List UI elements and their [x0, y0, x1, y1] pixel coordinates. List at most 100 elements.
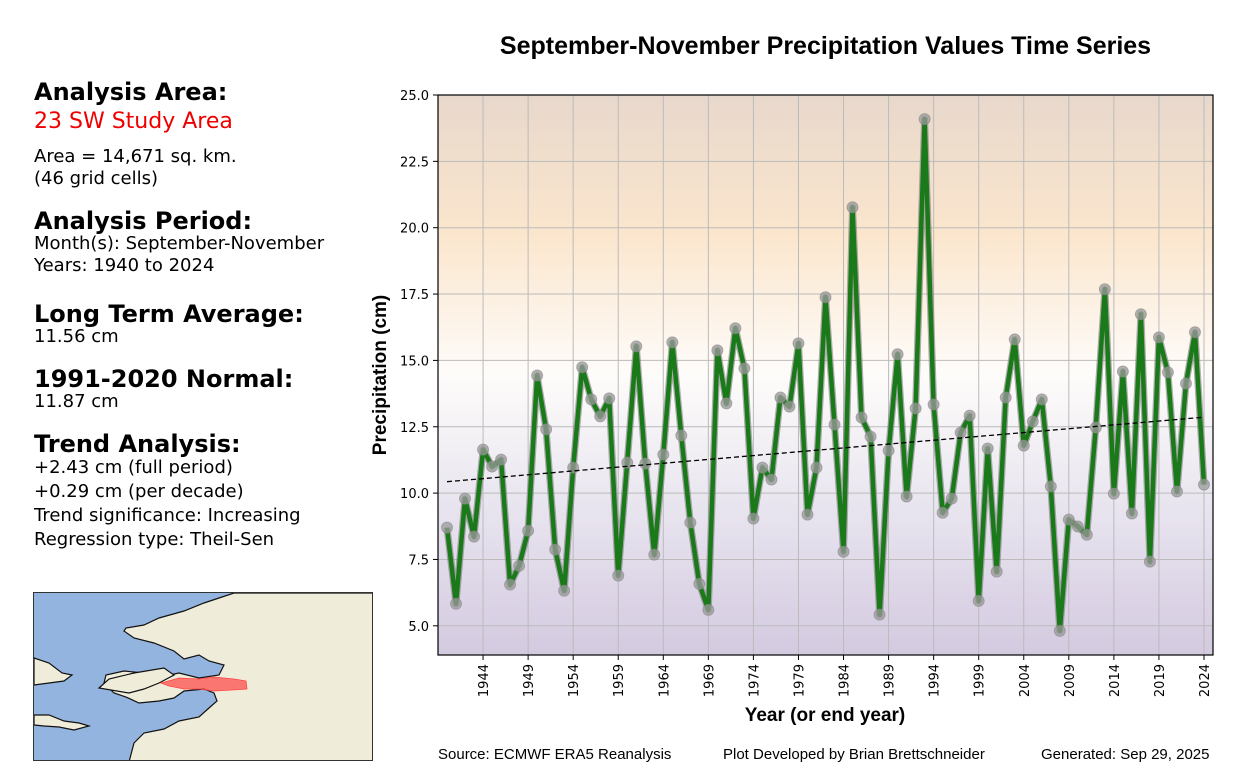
data-point	[1080, 528, 1093, 541]
data-point	[1125, 507, 1138, 520]
y-tick-label: 20.0	[400, 222, 429, 237]
data-point	[666, 336, 679, 349]
x-tick-label: 2009	[1063, 664, 1078, 697]
data-point	[729, 322, 742, 335]
data-point	[837, 545, 850, 558]
area-heading: Analysis Area:	[34, 78, 228, 106]
normal-heading: 1991-2020 Normal:	[34, 365, 294, 393]
x-tick-label: 2014	[1108, 664, 1123, 697]
period-heading: Analysis Period:	[34, 207, 253, 235]
data-point	[747, 512, 760, 525]
data-point	[504, 578, 517, 591]
study-area-highlight	[159, 676, 248, 692]
data-point	[477, 443, 490, 456]
data-point	[756, 461, 769, 474]
data-point	[1179, 377, 1192, 390]
data-point	[513, 559, 526, 572]
data-point	[738, 362, 751, 375]
x-tick-label: 1969	[702, 664, 717, 697]
lta-heading: Long Term Average:	[34, 300, 304, 328]
y-tick-label: 10.0	[400, 487, 429, 502]
data-point	[531, 369, 544, 382]
data-point	[549, 543, 562, 556]
data-point	[1152, 331, 1165, 344]
data-point	[639, 457, 652, 470]
normal-value: 11.87 cm	[34, 391, 119, 412]
data-point	[981, 442, 994, 455]
years: Years: 1940 to 2024	[34, 255, 215, 276]
locator-map	[33, 592, 373, 761]
data-point	[1188, 326, 1201, 339]
data-point	[1008, 333, 1021, 346]
data-point	[450, 597, 463, 610]
data-point	[828, 418, 841, 431]
y-axis-label: Precipitation (cm)	[370, 295, 391, 455]
data-point	[540, 423, 553, 436]
data-point	[468, 530, 481, 543]
trend-significance: Trend significance: Increasing	[34, 505, 301, 526]
data-point	[954, 426, 967, 439]
data-point	[801, 508, 814, 521]
data-point	[459, 492, 472, 505]
data-point	[522, 524, 535, 537]
data-point	[1026, 415, 1039, 428]
x-tick-label: 1949	[522, 664, 537, 697]
data-point	[900, 490, 913, 503]
x-tick-label: 1964	[657, 664, 672, 697]
data-point	[927, 398, 940, 411]
x-tick-label: 2019	[1153, 664, 1168, 697]
data-point	[891, 348, 904, 361]
data-point	[675, 429, 688, 442]
data-point	[1143, 555, 1156, 568]
data-point	[918, 113, 931, 126]
series-layer	[441, 113, 1210, 637]
data-point	[864, 430, 877, 443]
data-point	[495, 453, 508, 466]
data-point	[612, 569, 625, 582]
data-point	[1071, 520, 1084, 533]
developer-credit: Plot Developed by Brian Brettschneider	[723, 746, 985, 763]
x-tick-label: 1944	[477, 664, 492, 697]
data-point	[846, 201, 859, 214]
data-point	[603, 392, 616, 405]
data-point	[1170, 485, 1183, 498]
lta-value: 11.56 cm	[34, 326, 119, 347]
area-size: Area = 14,671 sq. km.	[34, 146, 237, 167]
grid-cells: (46 grid cells)	[34, 168, 158, 189]
trend-heading: Trend Analysis:	[34, 430, 241, 458]
x-tick-label: 2004	[1018, 664, 1033, 697]
data-point	[855, 411, 868, 424]
data-point	[1053, 624, 1066, 637]
data-point	[684, 516, 697, 529]
map-svg	[34, 593, 372, 760]
axes: 5.0 7.5 10.0 12.5 15.0 17.5 20.0 22.5 25.0 1944 19…	[400, 89, 1213, 697]
data-point	[693, 577, 706, 590]
data-point	[576, 361, 589, 374]
source-credit: Source: ECMWF ERA5 Reanalysis	[438, 746, 672, 763]
mainland	[103, 593, 372, 760]
data-point	[1035, 393, 1048, 406]
data-point	[1107, 487, 1120, 500]
y-tick-label: 12.5	[400, 421, 429, 436]
data-point	[774, 391, 787, 404]
data-point	[558, 584, 571, 597]
data-point	[1161, 366, 1174, 379]
data-point	[873, 608, 886, 621]
data-point	[1116, 365, 1129, 378]
data-point	[1017, 439, 1030, 452]
data-point	[990, 565, 1003, 578]
x-tick-label: 1979	[792, 664, 807, 697]
data-point	[810, 461, 823, 474]
data-point	[486, 460, 499, 473]
data-point	[702, 603, 715, 616]
data-point	[585, 393, 598, 406]
data-point	[594, 410, 607, 423]
x-tick-label: 2024	[1198, 664, 1213, 697]
x-tick-label: 1954	[567, 664, 582, 697]
data-point	[711, 344, 724, 357]
data-point	[909, 402, 922, 415]
data-point	[1089, 421, 1102, 434]
data-point	[648, 548, 661, 561]
x-tick-label: 1984	[838, 664, 853, 697]
